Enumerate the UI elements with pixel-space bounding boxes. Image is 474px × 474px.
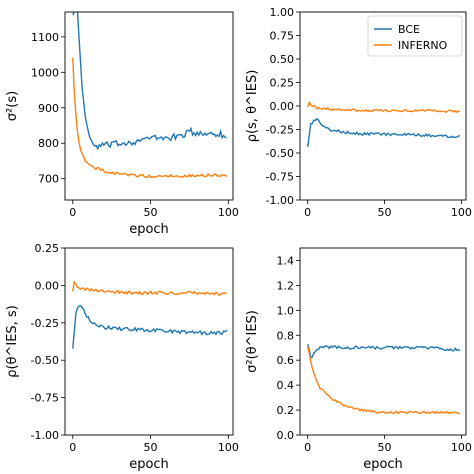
axes-frame: [64, 247, 234, 436]
y-tick-label: 0.6: [277, 354, 295, 367]
y-tick-label: -0.50: [31, 354, 59, 367]
y-tick-label: 0.75: [270, 30, 295, 43]
y-axis-label: ρ(θ^IES, s): [5, 305, 20, 378]
x-axis-label: epoch: [363, 457, 403, 472]
legend-box: [367, 15, 463, 57]
y-tick-label: 1.0: [277, 304, 295, 317]
chart-panel-1: 0 50 100 700 800 900 1000 1100 epoch σ²(s): [5, 11, 239, 237]
y-tick-label: 1.4: [277, 254, 295, 267]
axes-frame: [64, 11, 234, 201]
y-tick-label: 0.00: [270, 100, 295, 113]
y-tick-label: 1000: [31, 66, 59, 79]
y-tick-label: -0.25: [31, 317, 59, 330]
series-line-bce: [72, 12, 227, 151]
x-axis-label: epoch: [129, 457, 169, 472]
series-line-bce: [306, 117, 461, 147]
x-tick-label: 0: [69, 206, 76, 219]
chart-panel-4: 0 50 100 0.0 0.2 0.4 0.6 0.8 1.0 1.2 1.4 epoch σ²(θ^…: [245, 247, 472, 472]
series-line-inferno: [307, 101, 461, 114]
x-tick-label: 0: [304, 206, 311, 219]
y-axis-label: σ²(θ^IES): [245, 310, 260, 373]
x-tick-label: 50: [378, 206, 392, 219]
y-tick-label: 0.25: [35, 242, 60, 255]
y-tick-label: 1.2: [277, 279, 295, 292]
axes-frame: [299, 247, 467, 436]
y-tick-label: 0.2: [277, 404, 295, 417]
y-tick-label: 0.00: [35, 279, 60, 292]
y-tick-label: -1.00: [31, 429, 59, 442]
series-line-bce: [72, 305, 228, 349]
chart-panel-2: 0 50 100 -1.00 -0.75 -0.50 -0.25 0.00 0.25 0.50 0.…: [245, 6, 472, 219]
y-tick-label: 0.4: [277, 379, 295, 392]
y-tick-label: 900: [38, 102, 59, 115]
chart-panel-3: 0 50 100 -1.00 -0.75 -0.50 -0.25 0.00 0.25 epoch ρ…: [5, 242, 239, 472]
legend-entry-bce: BCE: [398, 23, 420, 36]
x-tick-label: 100: [451, 206, 472, 219]
series-line-bce: [307, 344, 461, 359]
y-tick-label: 0.25: [270, 77, 295, 90]
y-tick-label: 0.0: [277, 429, 295, 442]
series-line-inferno: [72, 57, 228, 179]
y-tick-label: 0.50: [270, 53, 295, 66]
x-tick-label: 50: [378, 441, 392, 454]
y-tick-label: -0.25: [266, 124, 294, 137]
series-line-inferno: [307, 346, 460, 415]
y-tick-label: -0.75: [266, 171, 294, 184]
x-tick-label: 50: [144, 206, 158, 219]
x-tick-label: 100: [218, 206, 239, 219]
y-tick-label: 0.8: [277, 329, 295, 342]
y-axis-label: ρ(s, θ^IES): [245, 70, 260, 143]
legend-entry-inferno: INFERNO: [398, 39, 448, 52]
x-tick-label: 50: [144, 441, 158, 454]
x-tick-label: 100: [451, 441, 472, 454]
x-tick-label: 0: [304, 441, 311, 454]
y-tick-label: 700: [38, 173, 59, 186]
x-tick-label: 0: [69, 441, 76, 454]
x-tick-label: 100: [218, 441, 239, 454]
y-tick-label: -0.50: [266, 147, 294, 160]
y-tick-label: 1100: [31, 31, 59, 44]
y-axis-label: σ²(s): [5, 91, 20, 121]
legend: BCE INFERNO: [367, 15, 463, 57]
series-line-inferno: [72, 280, 227, 296]
y-tick-label: 1.00: [270, 6, 295, 19]
y-tick-label: 800: [38, 137, 59, 150]
x-axis-label: epoch: [129, 222, 169, 237]
y-tick-label: -0.75: [31, 392, 59, 405]
y-tick-label: -1.00: [266, 194, 294, 207]
